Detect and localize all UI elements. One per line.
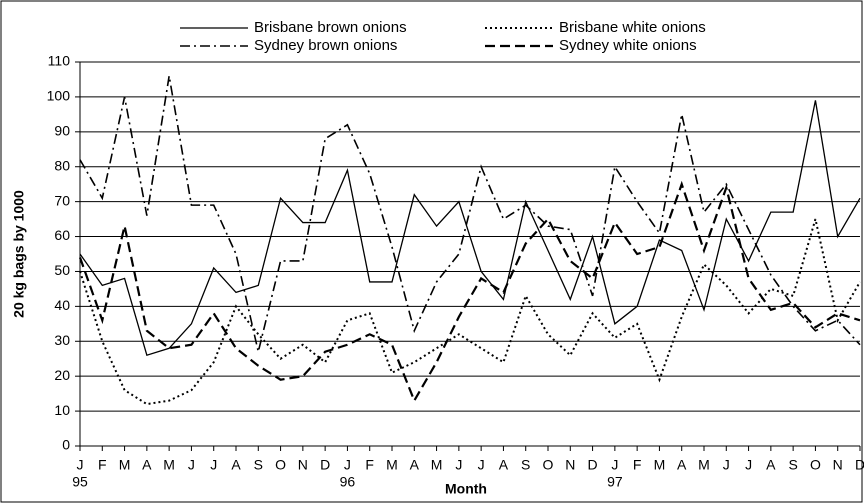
legend-label: Sydney white onions bbox=[559, 37, 697, 54]
x-tick-label: J bbox=[77, 457, 84, 473]
x-tick-label: J bbox=[188, 457, 195, 473]
x-tick-label: J bbox=[745, 457, 752, 473]
x-tick-label: J bbox=[210, 457, 217, 473]
x-tick-label: J bbox=[455, 457, 462, 473]
x-tick-label: M bbox=[431, 457, 443, 473]
legend-label: Brisbane brown onions bbox=[254, 19, 407, 36]
y-tick-label: 40 bbox=[54, 297, 70, 313]
x-tick-label: O bbox=[275, 457, 286, 473]
series-line bbox=[79, 218, 861, 406]
y-tick-label: 10 bbox=[54, 402, 70, 418]
x-axis-label: Month bbox=[445, 481, 487, 497]
x-tick-label: J bbox=[344, 457, 351, 473]
x-tick-label: D bbox=[320, 457, 330, 473]
y-tick-label: 60 bbox=[54, 227, 70, 243]
x-tick-label: O bbox=[810, 457, 821, 473]
x-tick-label: A bbox=[766, 457, 776, 473]
x-tick-label: N bbox=[298, 457, 308, 473]
x-tick-label: J bbox=[611, 457, 618, 473]
x-tick-label: F bbox=[633, 457, 642, 473]
x-tick-label: A bbox=[231, 457, 241, 473]
x-tick-label: M bbox=[386, 457, 398, 473]
x-tick-label: A bbox=[677, 457, 687, 473]
y-tick-label: 100 bbox=[47, 88, 71, 104]
x-tick-label: O bbox=[543, 457, 554, 473]
x-tick-label: M bbox=[654, 457, 666, 473]
y-tick-label: 80 bbox=[54, 157, 70, 173]
y-tick-label: 90 bbox=[54, 123, 70, 139]
series-line bbox=[78, 180, 861, 404]
legend-label: Sydney brown onions bbox=[254, 37, 397, 54]
year-label: 96 bbox=[340, 474, 356, 490]
y-tick-label: 70 bbox=[54, 192, 70, 208]
x-tick-label: A bbox=[410, 457, 420, 473]
series-line bbox=[79, 75, 861, 352]
year-label: 95 bbox=[72, 474, 88, 490]
x-tick-label: D bbox=[855, 457, 864, 473]
x-tick-label: A bbox=[499, 457, 509, 473]
x-tick-label: S bbox=[788, 457, 797, 473]
y-axis-label: 20 kg bags by 1000 bbox=[11, 190, 27, 318]
x-tick-label: J bbox=[723, 457, 730, 473]
y-tick-label: 110 bbox=[48, 53, 71, 69]
x-tick-label: S bbox=[254, 457, 263, 473]
y-tick-label: 50 bbox=[54, 262, 70, 278]
x-tick-label: F bbox=[365, 457, 374, 473]
x-tick-label: M bbox=[119, 457, 131, 473]
x-tick-label: M bbox=[698, 457, 710, 473]
legend-label: Brisbane white onions bbox=[559, 19, 706, 36]
y-tick-label: 0 bbox=[62, 437, 70, 453]
x-tick-label: A bbox=[142, 457, 152, 473]
x-tick-label: S bbox=[521, 457, 530, 473]
x-tick-label: J bbox=[478, 457, 485, 473]
x-tick-label: N bbox=[833, 457, 843, 473]
y-tick-label: 20 bbox=[54, 367, 70, 383]
x-tick-label: N bbox=[565, 457, 575, 473]
x-tick-label: M bbox=[163, 457, 175, 473]
y-tick-label: 30 bbox=[54, 332, 70, 348]
x-tick-label: F bbox=[98, 457, 107, 473]
series-line bbox=[79, 100, 861, 357]
x-tick-label: D bbox=[588, 457, 598, 473]
year-label: 97 bbox=[607, 474, 623, 490]
